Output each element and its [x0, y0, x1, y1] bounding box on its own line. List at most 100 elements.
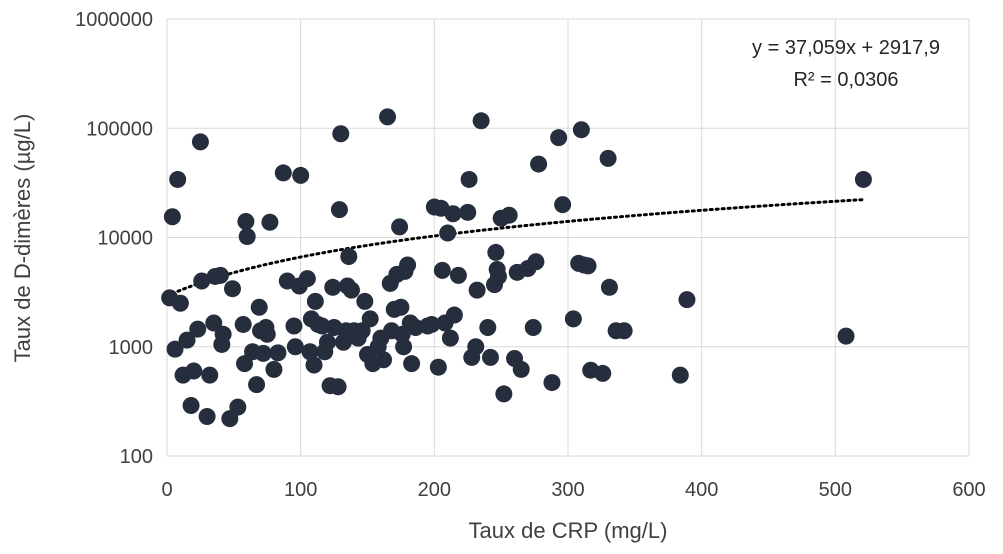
- data-point: [205, 314, 223, 332]
- data-point: [265, 360, 283, 378]
- data-point: [403, 355, 421, 373]
- data-point: [191, 133, 209, 151]
- data-point: [332, 125, 350, 143]
- x-tick-labels: 0 100 200 300 400 500 600: [161, 479, 985, 501]
- data-point: [258, 325, 276, 343]
- data-point: [178, 331, 196, 349]
- data-point: [306, 292, 324, 310]
- x-tick-label: 0: [161, 479, 172, 501]
- data-point: [854, 170, 872, 188]
- data-point: [429, 358, 447, 376]
- plot-area-frame: [166, 18, 970, 457]
- data-point: [399, 256, 417, 274]
- data-point: [512, 360, 530, 378]
- data-points: [161, 108, 872, 428]
- data-point: [543, 374, 561, 392]
- data-point: [269, 344, 287, 362]
- data-point: [292, 166, 310, 184]
- data-point: [615, 322, 633, 340]
- data-point: [599, 149, 617, 167]
- data-point: [286, 338, 304, 356]
- x-tick-label: 400: [685, 479, 718, 501]
- data-point: [837, 327, 855, 345]
- data-point: [554, 196, 572, 214]
- data-point: [356, 292, 374, 310]
- data-point: [254, 344, 272, 362]
- data-point: [423, 315, 441, 333]
- data-point: [189, 320, 207, 338]
- data-point: [250, 298, 268, 316]
- trendline-group: [165, 198, 865, 298]
- data-point: [678, 291, 696, 309]
- data-point: [375, 351, 393, 369]
- data-point: [460, 170, 478, 188]
- data-point: [261, 213, 279, 231]
- data-point: [441, 329, 459, 347]
- data-point: [224, 280, 241, 298]
- data-point: [594, 364, 612, 382]
- data-point: [433, 261, 451, 279]
- data-point: [301, 343, 319, 361]
- data-point: [318, 333, 336, 351]
- data-point: [238, 228, 256, 246]
- data-point: [236, 355, 254, 373]
- x-tick-label: 300: [551, 479, 584, 501]
- data-point: [468, 281, 486, 299]
- trendline: [165, 198, 865, 298]
- data-point: [439, 224, 457, 242]
- data-point: [182, 396, 200, 414]
- data-point: [329, 378, 347, 396]
- data-point: [445, 306, 463, 324]
- data-point: [237, 213, 255, 231]
- data-point: [379, 108, 397, 126]
- data-point: [163, 208, 181, 226]
- data-point: [479, 319, 497, 337]
- data-point: [489, 267, 507, 285]
- data-point: [211, 266, 229, 284]
- y-tick-label: 1000000: [75, 9, 153, 31]
- data-point: [467, 338, 485, 356]
- x-tick-label: 500: [819, 479, 852, 501]
- data-point: [201, 366, 219, 384]
- data-point: [274, 164, 292, 182]
- data-point: [500, 206, 518, 224]
- data-point: [524, 319, 542, 337]
- data-point: [248, 376, 266, 394]
- y-tick-label: 100: [120, 446, 153, 468]
- x-axis-title: Taux de CRP (mg/L): [469, 518, 668, 543]
- y-tick-label: 1000: [109, 337, 154, 359]
- trendline-r2: R² = 0,0306: [793, 69, 898, 91]
- data-point: [324, 278, 342, 296]
- data-point: [395, 338, 413, 356]
- data-point: [285, 317, 303, 335]
- data-point: [481, 348, 499, 366]
- trendline-equation: y = 37,059x + 2917,9: [752, 37, 940, 59]
- data-point: [527, 253, 545, 271]
- data-point: [391, 218, 409, 236]
- data-point: [392, 298, 410, 316]
- data-point: [572, 121, 590, 139]
- data-point: [330, 201, 348, 219]
- data-point: [342, 281, 360, 299]
- y-axis-title: Taux de D-dimères (µg/L): [10, 114, 35, 363]
- y-tick-labels: 100 1000 10000 100000 1000000: [75, 9, 153, 468]
- y-tick-label: 100000: [86, 118, 153, 140]
- data-point: [198, 407, 216, 425]
- data-point: [472, 112, 490, 130]
- data-point: [340, 248, 358, 265]
- data-point: [600, 278, 618, 296]
- x-tick-label: 200: [418, 479, 451, 501]
- data-point: [305, 356, 323, 374]
- data-point: [353, 322, 371, 340]
- data-point: [169, 170, 187, 188]
- data-point: [234, 315, 252, 333]
- data-point: [185, 362, 203, 380]
- data-point: [444, 205, 462, 223]
- data-point: [214, 325, 232, 343]
- data-point: [171, 294, 189, 312]
- data-point: [671, 366, 689, 384]
- data-point: [487, 243, 505, 261]
- data-point: [166, 340, 184, 358]
- data-point: [193, 272, 211, 290]
